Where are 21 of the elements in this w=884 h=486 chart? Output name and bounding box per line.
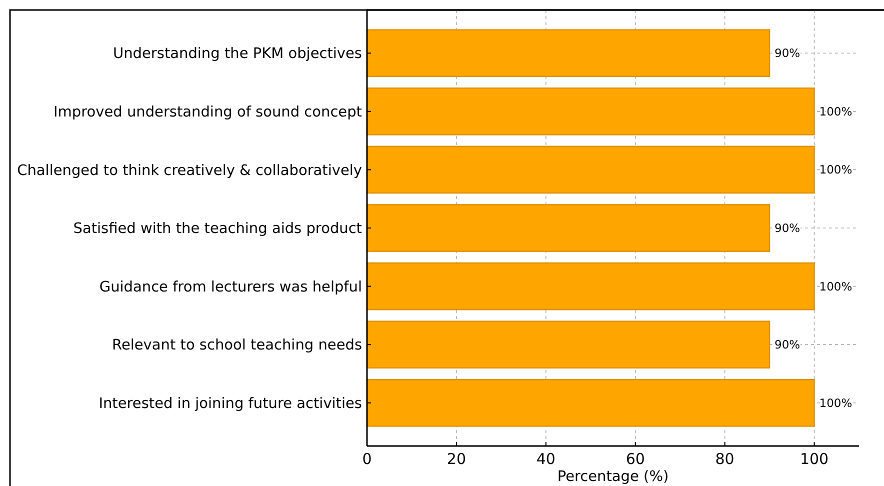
x-tick-label: 80 bbox=[715, 450, 734, 468]
data-label: 100% bbox=[819, 396, 852, 410]
data-label: 100% bbox=[819, 104, 852, 118]
x-tick-label: 20 bbox=[446, 450, 466, 468]
data-label: 100% bbox=[819, 162, 852, 177]
y-tick-label: Improved understanding of sound concept bbox=[54, 104, 362, 120]
data-label: 90% bbox=[774, 221, 800, 236]
x-tick-label: 60 bbox=[626, 450, 645, 468]
y-tick-label: Challenged to think creatively & collaboratively bbox=[17, 162, 362, 179]
x-tick-label: 40 bbox=[536, 450, 556, 468]
y-tick-label: Interested in joining future activities bbox=[98, 396, 362, 412]
y-tick-label: Understanding the PKM objectives bbox=[113, 46, 362, 62]
y-tick-label: Satisfied with the teaching aids product bbox=[73, 221, 362, 238]
data-label: 90% bbox=[774, 46, 800, 60]
x-tick-label: 0 bbox=[362, 450, 372, 468]
x-axis-title: Percentage (%) bbox=[557, 469, 669, 485]
y-tick-label: Guidance from lecturers was helpful bbox=[99, 279, 362, 296]
y-tick-label: Relevant to school teaching needs bbox=[112, 338, 362, 354]
x-tick-label: 100 bbox=[800, 450, 829, 468]
data-label: 90% bbox=[774, 338, 800, 352]
data-label: 100% bbox=[819, 279, 852, 294]
